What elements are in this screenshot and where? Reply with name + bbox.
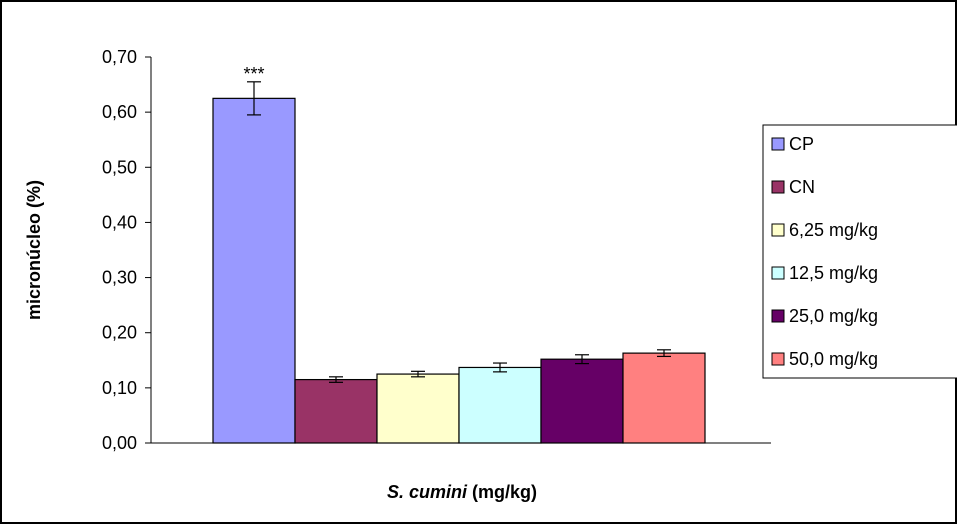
- legend-box: [762, 124, 957, 379]
- legend-swatch: [771, 137, 785, 151]
- legend-label: 25,0 mg/kg: [789, 306, 878, 326]
- significance-annotation: ***: [243, 64, 264, 84]
- x-axis-label: S. cumini (mg/kg): [387, 482, 537, 502]
- y-tick-label: 0,40: [102, 212, 137, 232]
- y-tick-label: 0,50: [102, 157, 137, 177]
- bar: [458, 366, 542, 444]
- legend-swatch: [771, 223, 785, 237]
- legend-label: CP: [789, 134, 814, 154]
- y-tick-label: 0,30: [102, 268, 137, 288]
- bar: [540, 358, 624, 444]
- bar: [376, 373, 460, 444]
- bar: [294, 378, 378, 444]
- x-axis-label-unit: (mg/kg): [467, 482, 537, 502]
- legend-label: 12,5 mg/kg: [789, 263, 878, 283]
- legend: CP CN 6,25 mg/kg 12,5 mg/kg 25,0 mg/kg 50,0 m…: [762, 124, 957, 379]
- y-tick-label: 0,70: [102, 47, 137, 67]
- legend-swatch: [771, 266, 785, 280]
- y-tick-label: 0,60: [102, 102, 137, 122]
- legend-label: CN: [789, 177, 815, 197]
- legend-label: 50,0 mg/kg: [789, 349, 878, 369]
- y-tick-label: 0,20: [102, 323, 137, 343]
- legend-items: CP CN 6,25 mg/kg 12,5 mg/kg 25,0 mg/kg 50,0 m…: [771, 134, 878, 369]
- y-tick-label: 0,00: [102, 433, 137, 453]
- bars-group: ***: [212, 64, 706, 444]
- bar: [622, 352, 706, 444]
- y-axis-label: micronúcleo (%): [24, 180, 44, 320]
- legend-swatch: [771, 180, 785, 194]
- legend-swatch: [771, 309, 785, 323]
- y-tick-label: 0,10: [102, 378, 137, 398]
- x-axis-label-species: S. cumini: [387, 482, 468, 502]
- legend-label: 6,25 mg/kg: [789, 220, 878, 240]
- legend-swatch: [771, 352, 785, 366]
- bar: [212, 97, 296, 444]
